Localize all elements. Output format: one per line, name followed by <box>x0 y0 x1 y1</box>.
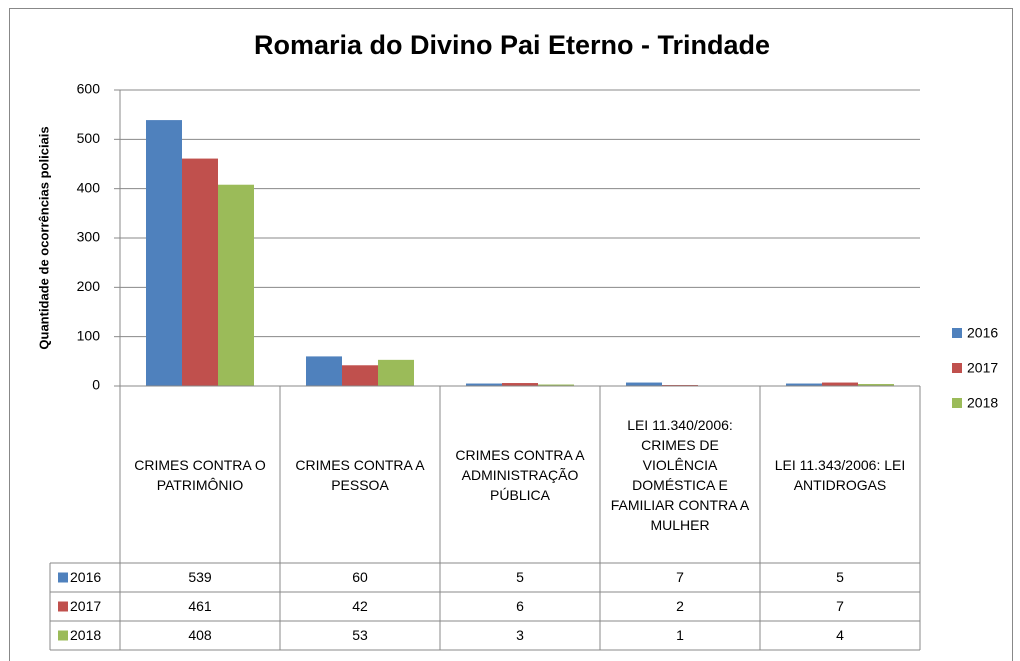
table-series-name: 2018 <box>70 627 101 643</box>
table-value: 1 <box>676 627 684 643</box>
table-legend-key <box>58 601 68 612</box>
legend-key <box>952 328 962 338</box>
y-tick-label: 200 <box>77 278 101 294</box>
bar <box>858 384 894 386</box>
category-label: CRIMES CONTRA A ADMINISTRAÇÃO PÚBLICA <box>455 446 585 503</box>
table-legend-key <box>58 572 68 583</box>
bar <box>218 184 254 386</box>
y-tick-label: 400 <box>77 179 101 195</box>
bar <box>378 359 414 386</box>
table-value: 461 <box>188 598 212 614</box>
legend-label: 2017 <box>967 360 998 376</box>
y-axis-label: Quantidade de ocorrências policiais <box>36 126 51 349</box>
chart-title: Romaria do Divino Pai Eterno - Trindade <box>254 30 770 60</box>
category-label: CRIMES CONTRA O PATRIMÔNIO <box>134 456 266 493</box>
y-tick-label: 100 <box>77 327 101 343</box>
chart-border <box>9 8 1013 661</box>
legend-label: 2018 <box>967 395 998 411</box>
bar <box>146 120 182 387</box>
category-label: CRIMES CONTRA A PESSOA <box>295 456 425 493</box>
y-tick-label: 600 <box>77 81 101 97</box>
legend-key <box>952 363 962 373</box>
table-legend-key <box>58 630 68 641</box>
table-value: 4 <box>836 627 844 643</box>
table-value: 7 <box>676 569 684 585</box>
table-value: 5 <box>516 569 524 585</box>
y-tick-label: 500 <box>77 130 101 146</box>
bar <box>466 383 502 386</box>
table-value: 53 <box>352 627 368 643</box>
bar <box>306 356 342 386</box>
bar <box>182 158 218 386</box>
bar <box>822 382 858 386</box>
table-value: 60 <box>352 569 368 585</box>
bar <box>502 383 538 386</box>
table-value: 539 <box>188 569 212 585</box>
table-value: 408 <box>188 627 212 643</box>
bar <box>342 365 378 386</box>
table-value: 6 <box>516 598 524 614</box>
bar <box>538 384 574 386</box>
legend-label: 2016 <box>967 325 998 341</box>
table-series-name: 2016 <box>70 569 101 585</box>
legend-key <box>952 398 962 408</box>
category-label: LEI 11.343/2006: LEI ANTIDROGAS <box>774 456 906 493</box>
table-value: 5 <box>836 569 844 585</box>
bar <box>786 383 822 386</box>
table-series-name: 2017 <box>70 598 101 614</box>
table-value: 2 <box>676 598 684 614</box>
bar <box>626 382 662 386</box>
y-tick-label: 0 <box>92 377 100 393</box>
table-value: 3 <box>516 627 524 643</box>
category-label: LEI 11.340/2006: CRIMES DE VIOLÊNCIA DOM… <box>610 416 750 533</box>
y-tick-label: 300 <box>77 229 101 245</box>
table-value: 7 <box>836 598 844 614</box>
table-value: 42 <box>352 598 368 614</box>
